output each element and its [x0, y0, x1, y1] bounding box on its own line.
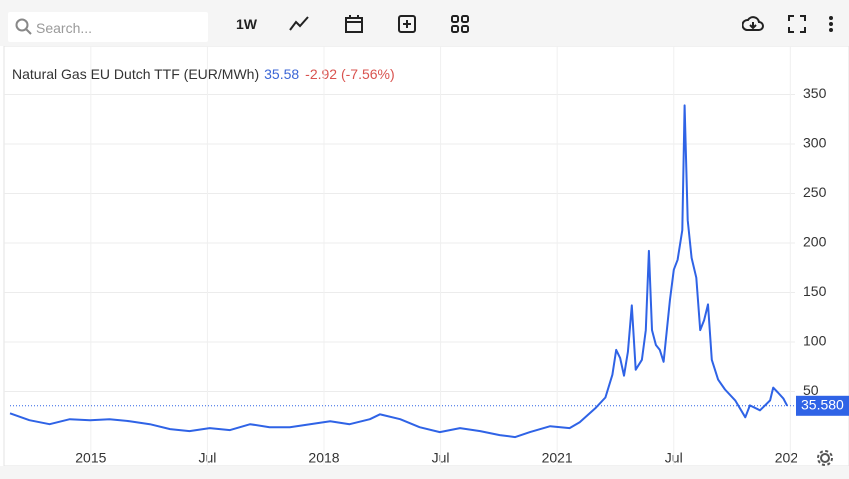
chart-header: Natural Gas EU Dutch TTF (EUR/MWh) 35.58-…: [12, 66, 395, 82]
calendar-icon[interactable]: [344, 14, 364, 34]
last-value-tag: [796, 395, 849, 416]
y-tick-label: 200: [803, 234, 827, 250]
change: -2.92 (-7.56%): [305, 66, 394, 82]
y-tick-label: 100: [803, 333, 827, 349]
period-button[interactable]: 1W: [236, 16, 257, 32]
y-tick-label: 250: [803, 184, 827, 200]
toolbar: Search... 1W: [0, 0, 849, 46]
price: 35.58: [264, 66, 299, 82]
chart: Natural Gas EU Dutch TTF (EUR/MWh) 35.58-…: [0, 46, 849, 479]
y-tick-label: 150: [803, 283, 827, 299]
settings-icon[interactable]: [817, 450, 833, 466]
y-tick-label: 50: [803, 382, 819, 398]
chart-type-icon[interactable]: [288, 14, 310, 34]
search-box[interactable]: Search...: [8, 12, 208, 42]
price-line: [9, 104, 789, 439]
add-icon[interactable]: [397, 14, 417, 34]
y-tick-label: 300: [803, 135, 827, 151]
plot-frame: [3, 46, 849, 467]
y-tick-label: 350: [803, 85, 827, 101]
search-placeholder: Search...: [36, 20, 93, 36]
download-icon[interactable]: [742, 14, 764, 34]
menu-icon[interactable]: [826, 14, 836, 34]
last-value-label: 35.580: [801, 396, 844, 412]
bottom-strip: [0, 466, 849, 479]
fullscreen-icon[interactable]: [787, 14, 807, 34]
search-icon: [15, 18, 32, 35]
layout-icon[interactable]: [450, 14, 470, 34]
x-tick-label: 2024: [775, 450, 806, 466]
chart-title: Natural Gas EU Dutch TTF (EUR/MWh): [12, 66, 259, 82]
